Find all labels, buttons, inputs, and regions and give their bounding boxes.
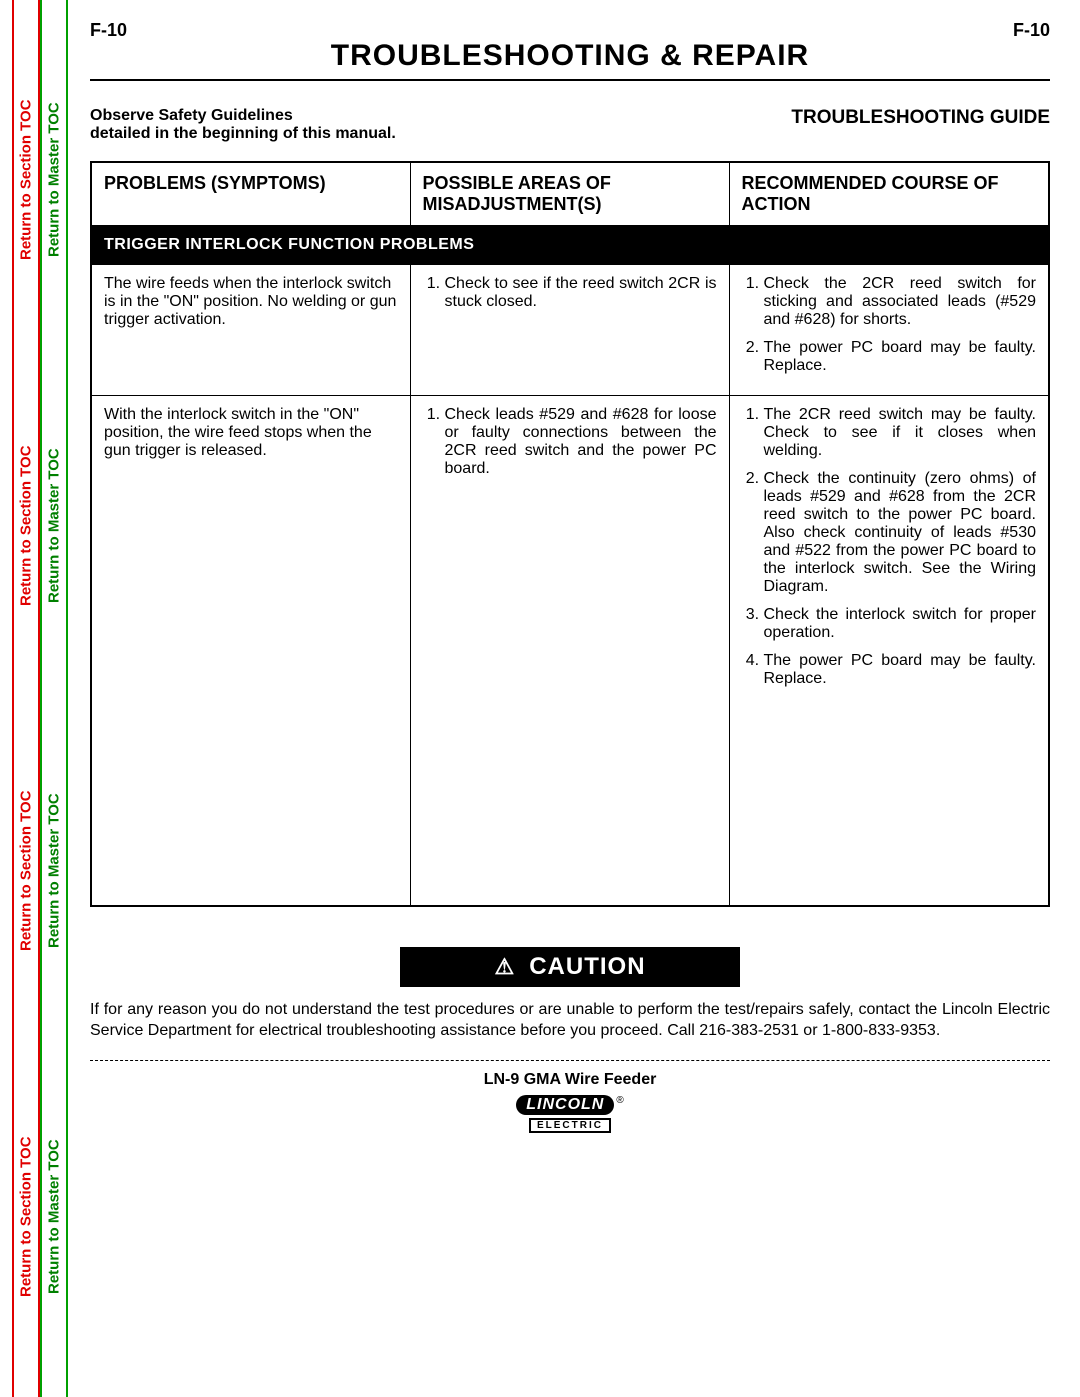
area-item: Check to see if the reed switch 2CR is s… [445,275,717,311]
return-section-toc-link-1[interactable]: Return to Section TOC [14,60,38,300]
page-content: F-10 F-10 TROUBLESHOOTING & REPAIR Obser… [90,20,1050,1377]
divider [90,1060,1050,1061]
col-header-areas: POSSIBLE AREAS OF MISADJUSTMENT(S) [410,162,729,226]
return-master-toc-link-3[interactable]: Return to Master TOC [42,751,66,991]
actions-cell: Check the 2CR reed switch for sticking a… [729,265,1049,396]
safety-note: Observe Safety Guidelines detailed in th… [90,107,396,143]
warning-icon: ⚠ [494,954,515,980]
page-footer: LN-9 GMA Wire Feeder LINCOLN ® ELECTRIC [90,1071,1050,1133]
guide-title: TROUBLESHOOTING GUIDE [791,107,1050,143]
action-item: The power PC board may be faulty. Replac… [764,339,1037,375]
return-master-toc-link-1[interactable]: Return to Master TOC [42,60,66,300]
action-item: Check the 2CR reed switch for sticking a… [764,275,1037,329]
caution-text: If for any reason you do not understand … [90,999,1050,1042]
areas-cell: Check leads #529 and #628 for loose or f… [410,396,729,906]
action-item: Check the interlock switch for proper op… [764,606,1037,642]
return-master-toc-link-4[interactable]: Return to Master TOC [42,1097,66,1337]
area-item: Check leads #529 and #628 for loose or f… [445,406,717,478]
table-row: With the interlock switch in the "ON" po… [91,396,1049,906]
actions-cell: The 2CR reed switch may be faulty. Check… [729,396,1049,906]
master-toc-column: Return to Master TOC Return to Master TO… [40,0,68,1397]
table-section-header: TRIGGER INTERLOCK FUNCTION PROBLEMS [91,226,1049,265]
product-name: LN-9 GMA Wire Feeder [90,1071,1050,1089]
troubleshooting-table: PROBLEMS (SYMPTOMS) POSSIBLE AREAS OF MI… [90,161,1050,907]
areas-cell: Check to see if the reed switch 2CR is s… [410,265,729,396]
caution-label: CAUTION [529,953,645,980]
safety-line-2: detailed in the beginning of this manual… [90,125,396,142]
problem-cell: With the interlock switch in the "ON" po… [91,396,410,906]
page-title: TROUBLESHOOTING & REPAIR [90,39,1050,81]
logo-registered-icon: ® [616,1095,623,1106]
action-item: The 2CR reed switch may be faulty. Check… [764,406,1037,460]
page-code-right: F-10 [1013,20,1050,41]
action-item: The power PC board may be faulty. Replac… [764,652,1037,688]
table-row: The wire feeds when the interlock switch… [91,265,1049,396]
return-master-toc-link-2[interactable]: Return to Master TOC [42,406,66,646]
col-header-actions: RECOMMENDED COURSE OF ACTION [729,162,1049,226]
return-section-toc-link-3[interactable]: Return to Section TOC [14,751,38,991]
caution-heading: ⚠ CAUTION [400,947,740,987]
safety-line-1: Observe Safety Guidelines [90,107,293,124]
side-toc-tabs: Return to Section TOC Return to Section … [12,0,68,1397]
logo-text: LINCOLN [516,1095,614,1115]
logo-brand: LINCOLN [526,1096,604,1113]
section-toc-column: Return to Section TOC Return to Section … [12,0,40,1397]
page-header-codes: F-10 F-10 [90,20,1050,41]
page-code-left: F-10 [90,20,127,41]
sub-header: Observe Safety Guidelines detailed in th… [90,107,1050,143]
lincoln-logo: LINCOLN ® ELECTRIC [516,1095,623,1133]
table-section-header-row: TRIGGER INTERLOCK FUNCTION PROBLEMS [91,226,1049,265]
return-section-toc-link-4[interactable]: Return to Section TOC [14,1097,38,1337]
col-header-problems: PROBLEMS (SYMPTOMS) [91,162,410,226]
logo-subtext: ELECTRIC [529,1118,611,1133]
return-section-toc-link-2[interactable]: Return to Section TOC [14,406,38,646]
problem-cell: The wire feeds when the interlock switch… [91,265,410,396]
table-header-row: PROBLEMS (SYMPTOMS) POSSIBLE AREAS OF MI… [91,162,1049,226]
action-item: Check the continuity (zero ohms) of lead… [764,470,1037,596]
